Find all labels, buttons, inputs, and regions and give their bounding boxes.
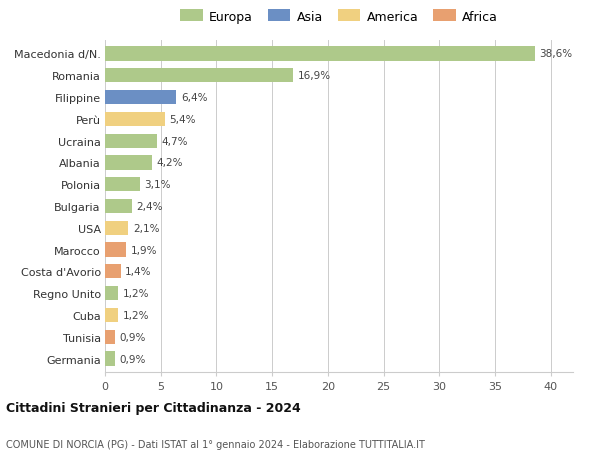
Bar [105,156,152,170]
Bar [105,69,293,83]
Text: COMUNE DI NORCIA (PG) - Dati ISTAT al 1° gennaio 2024 - Elaborazione TUTTITALIA.: COMUNE DI NORCIA (PG) - Dati ISTAT al 1°… [6,440,425,449]
Bar [105,112,165,127]
Bar [105,91,176,105]
Bar [105,265,121,279]
Text: 1,2%: 1,2% [123,289,149,298]
Bar [105,178,140,192]
Text: 6,4%: 6,4% [181,93,207,103]
Bar [105,47,535,62]
Text: 3,1%: 3,1% [144,180,170,190]
Text: 0,9%: 0,9% [119,332,146,342]
Text: 2,1%: 2,1% [133,223,160,233]
Bar [105,221,128,235]
Text: 16,9%: 16,9% [298,71,331,81]
Text: 2,4%: 2,4% [136,202,163,212]
Text: 4,2%: 4,2% [156,158,183,168]
Text: 1,9%: 1,9% [131,245,157,255]
Text: 1,4%: 1,4% [125,267,152,277]
Legend: Europa, Asia, America, Africa: Europa, Asia, America, Africa [175,5,503,28]
Text: Cittadini Stranieri per Cittadinanza - 2024: Cittadini Stranieri per Cittadinanza - 2… [6,401,301,414]
Bar [105,286,118,301]
Text: 1,2%: 1,2% [123,310,149,320]
Bar [105,134,157,148]
Bar [105,243,126,257]
Bar [105,352,115,366]
Bar [105,308,118,322]
Text: 5,4%: 5,4% [170,115,196,124]
Text: 4,7%: 4,7% [162,136,188,146]
Bar [105,330,115,344]
Bar [105,200,132,213]
Text: 0,9%: 0,9% [119,354,146,364]
Text: 38,6%: 38,6% [539,50,572,59]
